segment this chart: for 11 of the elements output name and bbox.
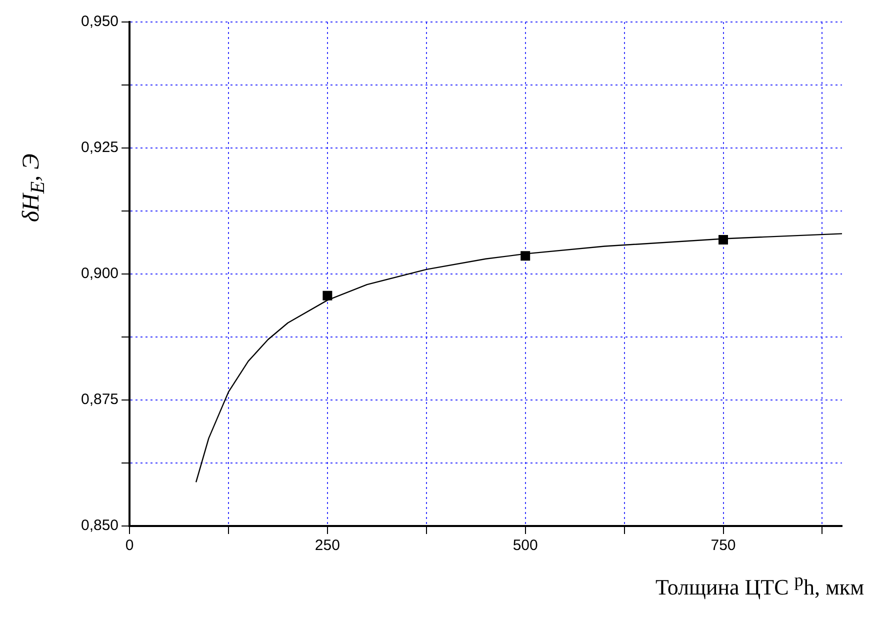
x-axis-title: Толщина ЦТС $^{p}$h, мкм [656, 570, 864, 600]
y-tick-label: 0,875 [80, 391, 119, 408]
x-tick-label: 0 [125, 537, 134, 554]
y-tick-label: 0,950 [80, 13, 119, 30]
y-tick-label: 0,850 [80, 517, 119, 534]
x-tick-label: 750 [710, 537, 736, 554]
y-tick-label: 0,900 [80, 265, 119, 282]
x-tick-label: 500 [512, 537, 538, 554]
point [322, 290, 332, 300]
y-tick-label: 0,925 [80, 139, 119, 156]
x-tick-label: 250 [314, 537, 340, 554]
